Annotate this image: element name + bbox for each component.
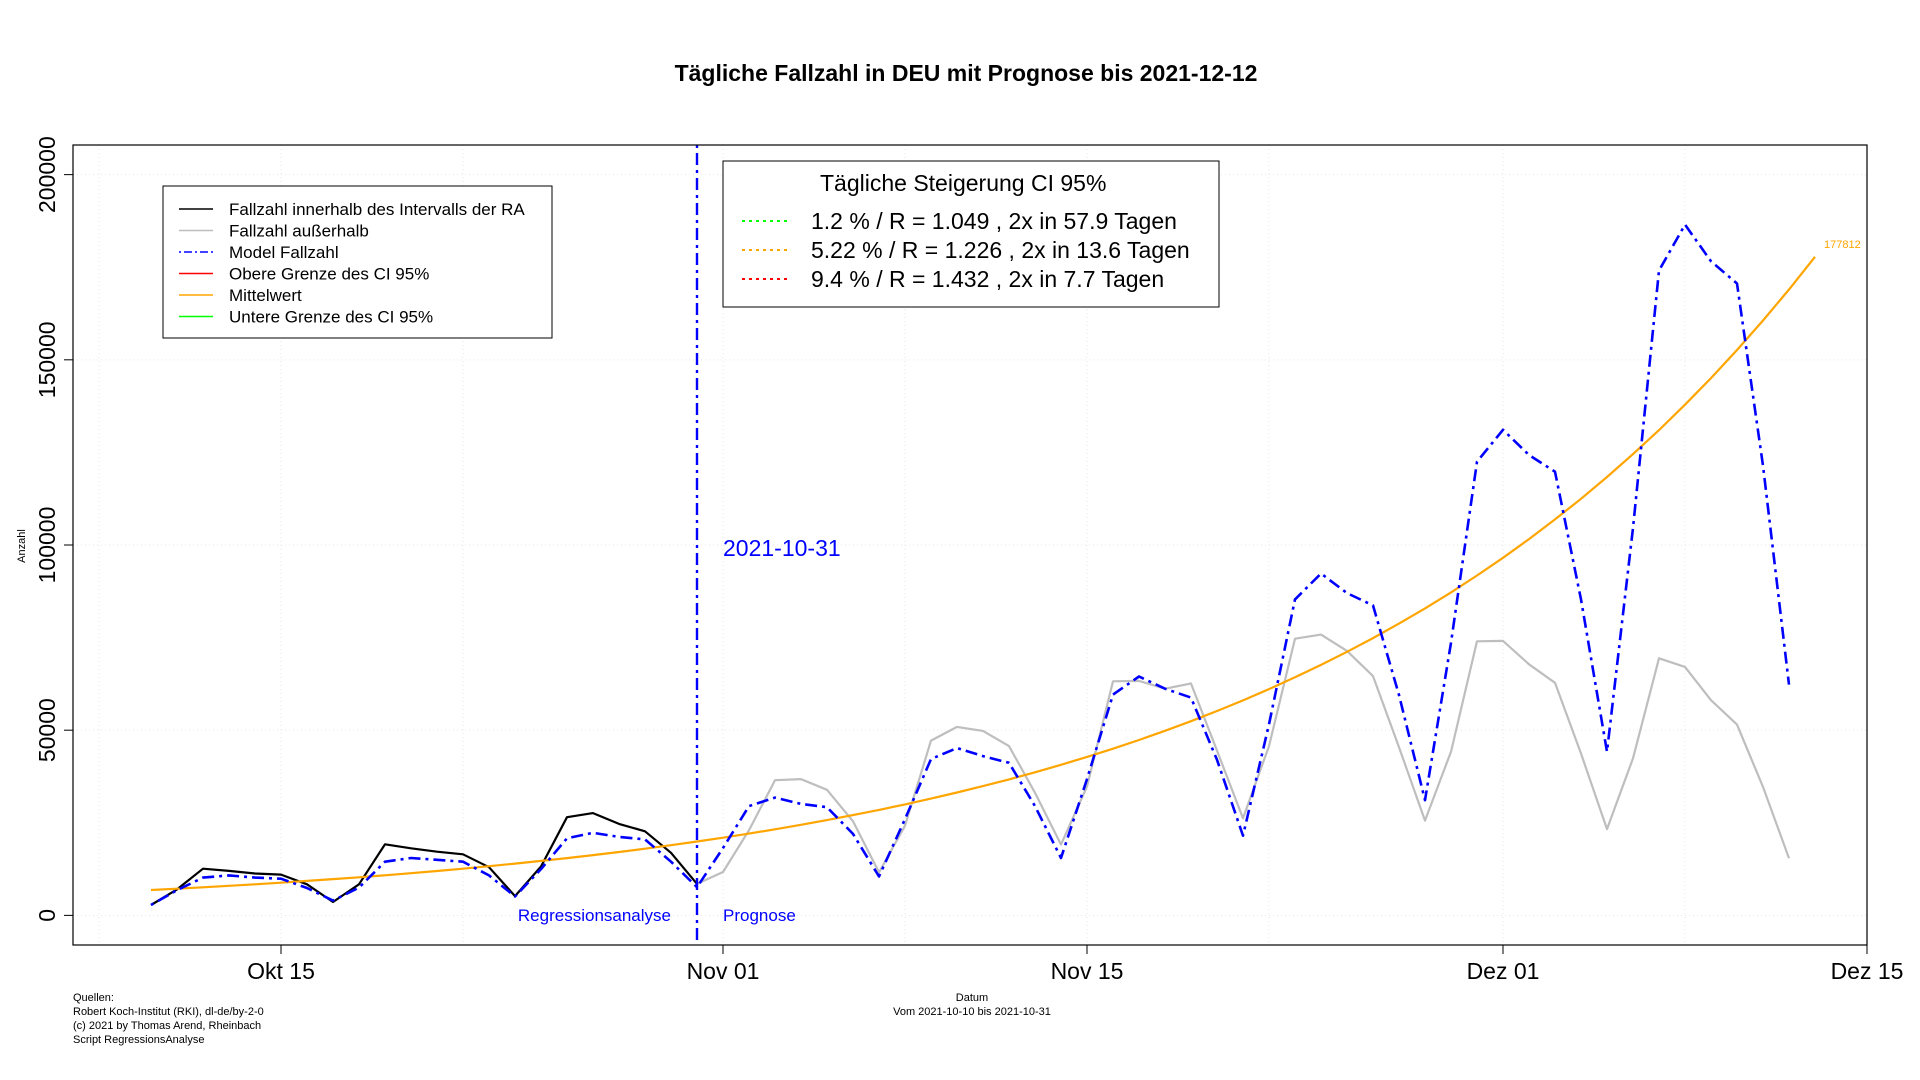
series-line-1 (696, 633, 1791, 885)
y-tick-label: 100000 (34, 507, 60, 584)
x-tick-label: Dez 01 (1467, 958, 1540, 984)
sources-line-1: Quellen: (73, 992, 114, 1004)
end-value-label: 177812 (1824, 239, 1861, 251)
legend-label: Obere Grenze des CI 95% (229, 265, 429, 284)
legend: Fallzahl innerhalb des Intervalls der RA… (162, 185, 553, 339)
region-label-left: Regressionsanalyse (518, 906, 671, 925)
sources-line-4: Script RegressionsAnalyse (73, 1034, 204, 1046)
ci-row-text: 9.4 % / R = 1.432 , 2x in 7.7 Tagen (811, 266, 1164, 292)
x-tick-label: Nov 15 (1051, 958, 1124, 984)
x-tick-label: Okt 15 (247, 958, 315, 984)
ci-box-title: Tägliche Steigerung CI 95% (820, 170, 1106, 196)
x-axis-label: Datum (956, 992, 988, 1004)
x-tick-label: Nov 01 (687, 958, 760, 984)
sources-line-3: (c) 2021 by Thomas Arend, Rheinbach (73, 1020, 261, 1032)
legend-box (162, 185, 553, 339)
vline-label: 2021-10-31 (723, 535, 841, 561)
ci-box: Tägliche Steigerung CI 95% 1.2 % / R = 1… (722, 160, 1220, 308)
region-label-right: Prognose (723, 906, 796, 925)
ci-row-text: 1.2 % / R = 1.049 , 2x in 57.9 Tagen (811, 208, 1177, 234)
series-line-0 (150, 811, 698, 906)
y-tick-label: 150000 (34, 321, 60, 398)
y-tick-label: 50000 (34, 698, 60, 762)
sources: Quellen: Robert Koch-Institut (RKI), dl-… (73, 992, 264, 1046)
ci-box-frame (722, 160, 1220, 308)
x-tick-label: Dez 15 (1831, 958, 1904, 984)
ci-row-text: 5.22 % / R = 1.226 , 2x in 13.6 Tagen (811, 237, 1190, 263)
legend-label: Mittelwert (229, 286, 302, 305)
x-axis-sublabel: Vom 2021-10-10 bis 2021-10-31 (893, 1006, 1051, 1018)
legend-label: Untere Grenze des CI 95% (229, 308, 433, 327)
legend-label: Fallzahl innerhalb des Intervalls der RA (229, 200, 525, 219)
y-tick-label: 0 (34, 909, 60, 922)
series-line-mittelwert (150, 256, 1816, 892)
legend-label: Fallzahl außerhalb (229, 222, 369, 241)
y-tick-label: 200000 (34, 136, 60, 213)
chart-title: Tägliche Fallzahl in DEU mit Prognose bi… (675, 60, 1258, 86)
sources-line-2: Robert Koch-Institut (RKI), dl-de/by-2-0 (73, 1006, 264, 1018)
series-layer (150, 145, 1816, 945)
legend-label: Model Fallzahl (229, 243, 339, 262)
axes: Okt 15 Nov 01 Nov 15 Dez 01 Dez 15 0 50000 1000… (34, 136, 1903, 984)
series-line-2 (150, 223, 1791, 907)
y-axis-label: Anzahl (16, 529, 28, 563)
